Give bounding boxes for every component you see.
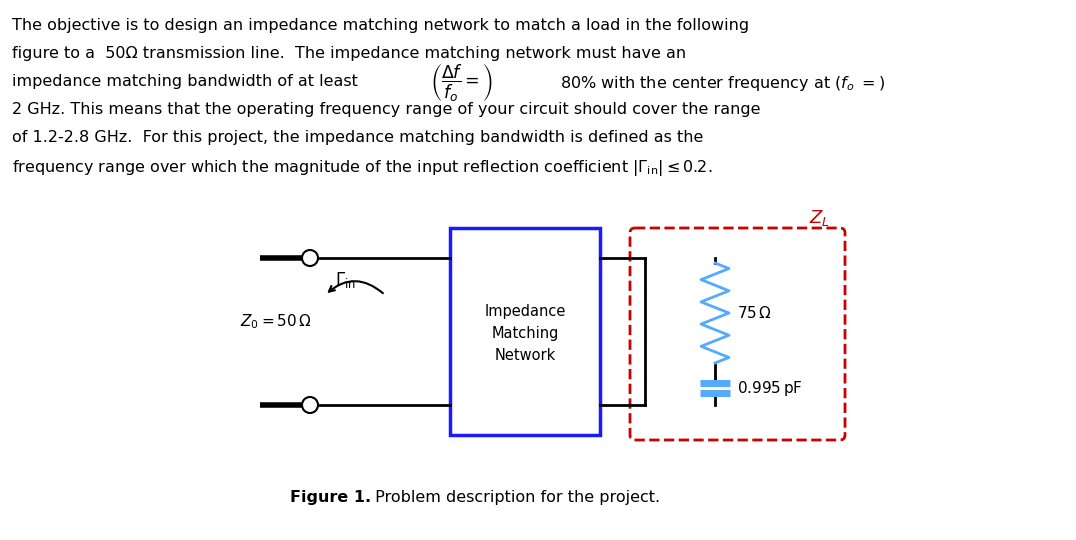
Text: $\Gamma_{\rm in}$: $\Gamma_{\rm in}$	[335, 270, 356, 290]
FancyBboxPatch shape	[631, 228, 845, 440]
Bar	[450, 228, 600, 435]
Text: $0.995\,\rm pF$: $0.995\,\rm pF$	[737, 379, 803, 397]
Text: 80% with the center frequency at $(f_o\ =)$: 80% with the center frequency at $(f_o\ …	[560, 74, 886, 93]
Text: frequency range over which the magnitude of the input reflection coefficient $|\: frequency range over which the magnitude…	[12, 158, 712, 178]
Text: $\left(\dfrac{\Delta f}{f_o} =\right)$: $\left(\dfrac{\Delta f}{f_o} =\right)$	[430, 62, 493, 103]
Text: Network: Network	[494, 348, 555, 363]
Circle shape	[302, 397, 318, 413]
Text: Impedance: Impedance	[484, 304, 566, 319]
Text: impedance matching bandwidth of at least: impedance matching bandwidth of at least	[12, 74, 363, 89]
Text: The objective is to design an impedance matching network to match a load in the : The objective is to design an impedance …	[12, 18, 749, 33]
Text: Matching: Matching	[492, 326, 558, 341]
Text: $Z_L$: $Z_L$	[809, 208, 831, 228]
Text: of 1.2-2.8 GHz.  For this project, the impedance matching bandwidth is defined a: of 1.2-2.8 GHz. For this project, the im…	[12, 130, 704, 145]
Text: $75\,\Omega$: $75\,\Omega$	[737, 305, 771, 321]
Text: figure to a  50Ω transmission line.  The impedance matching network must have an: figure to a 50Ω transmission line. The i…	[12, 46, 686, 61]
Text: Problem description for the project.: Problem description for the project.	[370, 490, 660, 505]
Text: 2 GHz. This means that the operating frequency range of your circuit should cove: 2 GHz. This means that the operating fre…	[12, 102, 761, 117]
Circle shape	[302, 250, 318, 266]
Text: Figure 1.: Figure 1.	[291, 490, 371, 505]
Text: $Z_0 = 50\,\Omega$: $Z_0 = 50\,\Omega$	[240, 312, 312, 331]
